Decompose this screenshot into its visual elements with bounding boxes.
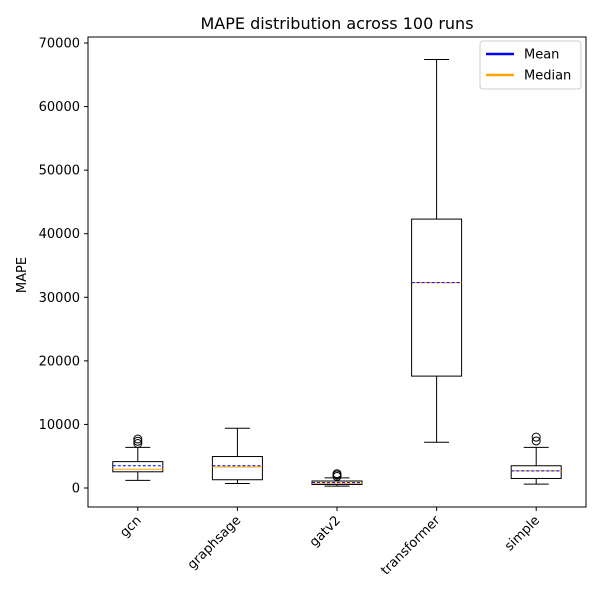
outlier-point: [332, 469, 342, 479]
y-tick-label: 60000: [39, 100, 80, 115]
y-tick-label: 20000: [39, 354, 80, 369]
plot-area: 0 10000 20000 30000 40000 50000 60000 70000 gcn g…: [39, 37, 562, 579]
y-tick-label: 70000: [39, 37, 80, 52]
outlier-point: [133, 436, 143, 446]
y-tick-label: 50000: [39, 164, 80, 179]
chart-title: MAPE distribution across 100 runs: [200, 14, 473, 33]
box-transformer: [411, 59, 463, 443]
x-tick-label: simple: [502, 513, 543, 554]
legend: Mean Median: [479, 40, 582, 90]
box-graphsage: [211, 427, 263, 485]
plot-frame: [87, 36, 587, 508]
y-tick-label: 10000: [39, 418, 80, 433]
x-tick-label: gatv2: [307, 513, 344, 550]
box-simple: [510, 432, 562, 485]
y-tick-label: 0: [72, 482, 80, 497]
iqr-box: [112, 461, 164, 473]
iqr-box: [211, 456, 263, 481]
x-tick-label: graphsage: [185, 513, 244, 572]
outlier-point: [133, 439, 143, 448]
box-gatv2: [311, 469, 363, 487]
y-tick-label: 30000: [39, 291, 80, 306]
legend-label-median: Median: [524, 69, 571, 84]
outlier-point: [133, 434, 143, 444]
iqr-box: [411, 218, 463, 377]
y-axis-label: MAPE: [15, 257, 30, 293]
x-tick-label: transformer: [378, 513, 444, 579]
y-tick-label: 40000: [39, 227, 80, 242]
x-tick-label: gcn: [117, 513, 144, 540]
iqr-box: [510, 465, 562, 479]
outlier-point: [531, 436, 541, 446]
box-gcn: [112, 434, 164, 481]
outlier-point: [531, 432, 541, 442]
legend-label-mean: Mean: [524, 48, 559, 63]
